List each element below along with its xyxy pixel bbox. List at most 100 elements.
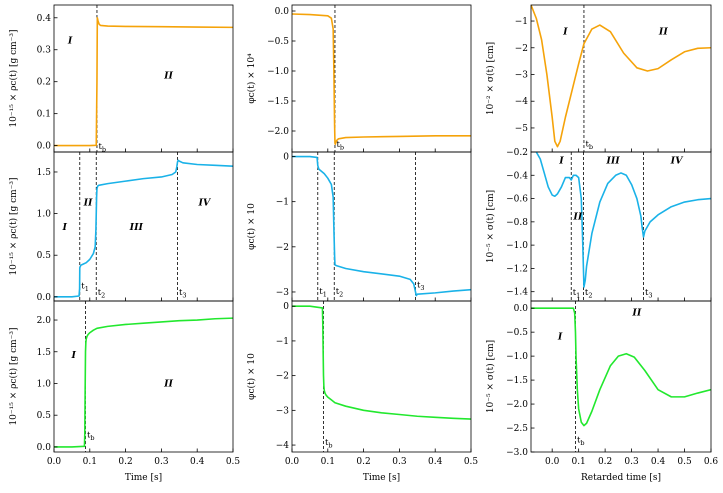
y-tick-label: −1 <box>515 17 528 27</box>
y-axis-label: 10⁻¹⁵ × ρc(t) [g cm⁻³] <box>8 177 19 275</box>
panel-2-2: t1 t2 t3 0 −1 −2 −3 φc(t) × 10 <box>246 151 472 302</box>
y-tick-label: −1.5 <box>267 97 289 107</box>
y-tick-label: −3 <box>276 406 290 416</box>
x-axis-label: Retarded time [s] <box>581 473 661 483</box>
x-tick-label: 0.1 <box>83 457 97 467</box>
y-tick-label: −1.4 <box>506 288 528 298</box>
x-axis-label: Time [s] <box>363 473 400 483</box>
x-tick-label: 0.2 <box>598 457 612 467</box>
axes-frame <box>291 151 472 302</box>
region-label-I: I <box>62 222 68 233</box>
y-tick-label: −5 <box>515 124 529 134</box>
event-label-t3: t3 <box>179 288 187 300</box>
region-label-II: II <box>163 71 173 82</box>
region-label-II: II <box>631 307 641 318</box>
series-line <box>531 307 711 427</box>
x-tick-label: 0.4 <box>190 457 205 467</box>
region-label-II: II <box>572 212 582 223</box>
y-tick-label: −1.2 <box>506 264 528 274</box>
y-tick-label: −2 <box>276 372 289 382</box>
y-axis-label: 10⁻⁵ × σ(t) [cm] <box>485 340 496 413</box>
x-tick-label: 0.0 <box>47 457 62 467</box>
region-label-IV: IV <box>197 197 211 208</box>
panel-3-2: tb 0.0 0.1 0.2 0.3 0.4 0.5 0 −1 −2 −3 −4 φc(t) × 10 T… <box>246 300 479 483</box>
x-tick-label: 0.5 <box>464 457 479 467</box>
event-label-tb: tb <box>87 430 95 442</box>
y-tick-label: 0.1 <box>37 110 51 120</box>
y-tick-label: −2 <box>515 44 528 54</box>
region-label-II: II <box>658 26 668 37</box>
y-axis-label: 10⁻¹⁵ × ρc(t) [g cm⁻³] <box>8 29 19 127</box>
y-tick-label: −3 <box>515 70 529 80</box>
series-line <box>54 317 233 448</box>
event-label-t1: t1 <box>319 287 327 299</box>
event-label-t1: t1 <box>81 282 89 294</box>
y-axis-label: 10⁻¹⁵ × ρc(t) [g cm⁻³] <box>8 327 19 425</box>
y-tick-label: 1.5 <box>37 168 52 178</box>
y-tick-label: 0.0 <box>37 443 52 453</box>
y-tick-label: −1.5 <box>506 376 528 386</box>
y-axis-label: 10⁻⁵ × σ(t) [cm] <box>485 190 496 263</box>
region-label-II: II <box>163 379 173 390</box>
y-axis-label: φc(t) × 10 <box>246 203 257 250</box>
event-label-tb: tb <box>577 435 585 447</box>
axes-frame <box>291 300 472 453</box>
y-tick-label: 0.0 <box>37 142 52 152</box>
y-tick-label: 1.0 <box>37 210 52 220</box>
x-tick-label: 0.5 <box>677 457 692 467</box>
series-line <box>535 152 711 288</box>
region-label-II: II <box>83 197 93 208</box>
y-tick-label: −1 <box>276 198 289 208</box>
region-label-III: III <box>605 156 620 167</box>
axes-frame <box>530 300 712 453</box>
x-tick-label: 0.6 <box>704 457 719 467</box>
event-label-t3: t3 <box>417 280 425 292</box>
event-label-t2: t2 <box>585 288 593 300</box>
y-tick-label: −1.0 <box>267 67 289 77</box>
region-label-I: I <box>557 331 563 342</box>
x-axis-label: Time [s] <box>125 473 162 483</box>
y-tick-label: 0 <box>283 153 289 163</box>
event-label-t3: t3 <box>645 288 653 300</box>
event-label-t2: t2 <box>98 288 106 300</box>
event-label-tb: tb <box>585 140 593 152</box>
x-tick-label: 0.0 <box>545 457 560 467</box>
y-tick-label: 0.0 <box>275 7 290 17</box>
panel-1-2: tb 0.0 −0.5 −1.0 −1.5 −2.0 φc(t) × 10⁴ <box>246 4 472 153</box>
event-label-tb: tb <box>336 140 344 152</box>
y-tick-label: −0.2 <box>506 148 528 158</box>
y-tick-label: 0.0 <box>514 304 529 314</box>
y-tick-label: −2.5 <box>506 424 528 434</box>
y-tick-label: 1.5 <box>37 348 52 358</box>
y-axis-label: φc(t) × 10 <box>246 353 257 400</box>
y-tick-label: −2.0 <box>267 127 289 137</box>
axes-frame <box>530 4 712 153</box>
region-label-I: I <box>67 35 73 46</box>
y-tick-label: −1.0 <box>506 241 528 251</box>
y-tick-label: 0.3 <box>37 46 52 56</box>
y-tick-label: 0.5 <box>37 411 52 421</box>
y-axis-label: φc(t) × 10⁴ <box>246 53 257 104</box>
region-label-I: I <box>558 156 564 167</box>
axes-frame <box>291 4 472 153</box>
x-tick-label: 0.4 <box>651 457 666 467</box>
x-tick-label: 0.3 <box>624 457 639 467</box>
region-label-IV: IV <box>670 156 684 167</box>
series-line <box>292 305 471 420</box>
x-tick-label: 0.2 <box>356 457 370 467</box>
y-tick-label: 0.4 <box>37 14 52 24</box>
y-tick-label: −1 <box>276 337 289 347</box>
series-line <box>292 13 471 145</box>
x-tick-label: 0.0 <box>285 457 300 467</box>
x-tick-label: 0.1 <box>321 457 335 467</box>
axes-frame <box>530 151 712 302</box>
x-tick-label: 0.5 <box>226 457 241 467</box>
y-tick-label: −0.5 <box>267 37 289 47</box>
y-tick-label: −4 <box>515 97 529 107</box>
x-tick-label: 0.3 <box>154 457 169 467</box>
